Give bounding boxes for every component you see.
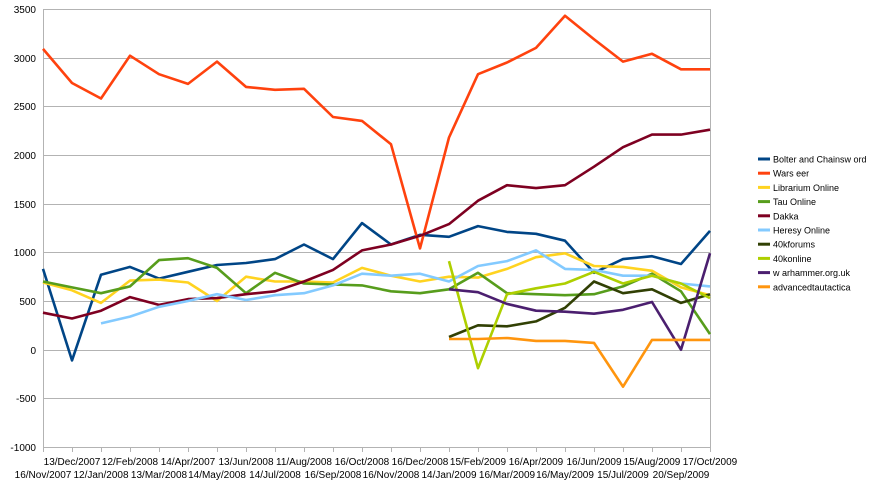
series-line-dakka: [42, 128, 711, 320]
legend-item-librarium-online: Librarium Online: [758, 183, 839, 193]
x-tick-label: 12/Jan/2008: [73, 470, 128, 481]
x-tick-label: 13/Mar/2008: [131, 470, 188, 481]
x-tick-label: 15/Feb/2009: [450, 457, 507, 468]
axes: [43, 9, 711, 452]
y-tick-label: 2500: [14, 102, 37, 113]
x-tick-label: 16/Nov/2008: [363, 470, 420, 481]
y-tick-label: 2000: [14, 151, 37, 162]
series-line-40kforums: [448, 280, 711, 339]
series-line-40konline: [447, 260, 711, 370]
x-tick-label: 15/Aug/2009: [624, 457, 681, 468]
x-tick-label: 16/May/2009: [536, 470, 594, 481]
x-tick-label: 16/Nov/2007: [15, 470, 72, 481]
x-axis-tick-labels: 13/Dec/2007 12/Feb/2008 14/Apr/2007 13/Jun/…: [15, 457, 738, 481]
y-tick-label: 3500: [14, 5, 37, 16]
series-lines: [41, 14, 712, 388]
x-tick-label: 20/Sep/2009: [653, 470, 710, 481]
legend-label: Bolter and Chainsw ord: [773, 155, 867, 165]
legend-item-tau-online: Tau Online: [758, 197, 816, 207]
x-tick-label: 16/Oct/2008: [335, 457, 390, 468]
x-tick-label: 14/Jan/2009: [421, 470, 476, 481]
y-tick-label: 1000: [14, 248, 37, 259]
legend-label: Tau Online: [773, 197, 816, 207]
series-line-bolter-and-chainsw-ord: [41, 221, 711, 362]
x-tick-label: 16/Dec/2008: [392, 457, 449, 468]
x-tick-label: 16/Mar/2009: [479, 470, 536, 481]
y-tick-label: 1500: [14, 200, 37, 211]
y-axis-tick-labels: -1000 -500 0 500 1000 1500 2000 2500 3000 3500: [10, 5, 36, 454]
x-tick-label: 13/Jun/2008: [218, 457, 273, 468]
x-tick-label: 13/Dec/2007: [44, 457, 101, 468]
x-tick-label: 16/Jun/2009: [566, 457, 621, 468]
x-tick-label: 17/Oct/2009: [683, 457, 738, 468]
y-tick-label: -1000: [10, 443, 36, 454]
legend-label: Dakka: [773, 211, 799, 221]
series-line-wars-eer: [42, 14, 710, 250]
legend-item-w-arhammer-org-uk: w arhammer.org.uk: [758, 268, 851, 278]
x-tick-label: 16/Apr/2009: [509, 457, 564, 468]
legend-item-bolter-and-chainsw-ord: Bolter and Chainsw ord: [758, 155, 867, 165]
legend-item-wars-eer: Wars eer: [758, 169, 809, 179]
y-tick-label: -500: [16, 394, 36, 405]
x-tick-label: 16/Sep/2008: [305, 470, 362, 481]
x-tick-label: 12/Feb/2008: [102, 457, 159, 468]
x-tick-label: 14/Jul/2008: [249, 470, 301, 481]
x-tick-label: 14/Apr/2007: [161, 457, 216, 468]
legend-label: 40kforums: [773, 240, 816, 250]
legend-label: 40konline: [773, 254, 812, 264]
legend-label: Wars eer: [773, 169, 809, 179]
x-tick-label: 14/May/2008: [188, 470, 246, 481]
series-line-librarium-online: [42, 252, 711, 305]
series-line-w-arhammer-org-uk: [448, 252, 712, 351]
legend-label: Heresy Online: [773, 226, 830, 236]
legend-item-advancedtautactica: advancedtautactica: [758, 282, 851, 292]
series-line-advancedtautactica: [449, 336, 710, 388]
legend-label: Librarium Online: [773, 183, 839, 193]
legend-item-40konline: 40konline: [758, 254, 812, 264]
legend-label: w arhammer.org.uk: [772, 268, 851, 278]
legend-item-40kforums: 40kforums: [758, 240, 816, 250]
legend-item-heresy-online: Heresy Online: [758, 226, 830, 236]
legend-label: advancedtautactica: [773, 282, 851, 292]
y-tick-label: 500: [19, 297, 36, 308]
series-line-heresy-online: [100, 249, 711, 325]
x-tick-label: 11/Aug/2008: [276, 457, 332, 468]
x-tick-label: 15/Jul/2009: [597, 470, 649, 481]
legend-item-dakka: Dakka: [758, 211, 799, 221]
legend: Bolter and Chainsw ord Wars eer Librarium …: [758, 155, 867, 292]
y-tick-label: 3000: [14, 54, 37, 65]
gridlines: [43, 9, 710, 448]
y-tick-label: 0: [30, 346, 36, 357]
series-line-tau-online: [42, 256, 712, 335]
